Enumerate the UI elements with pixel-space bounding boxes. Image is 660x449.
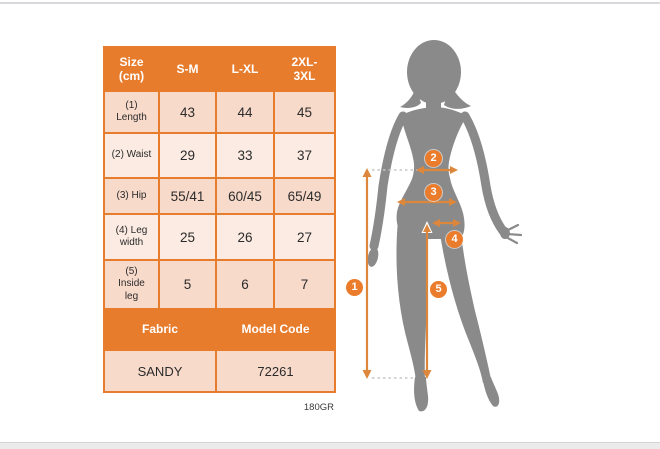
inside-leg-arrow — [421, 221, 433, 379]
hip-arrow — [397, 198, 457, 206]
length-arrow — [362, 168, 372, 379]
leg-width-l-xl: 26 — [215, 213, 275, 261]
measure-arrows — [362, 166, 461, 379]
table-row-hip: (3) Hip 55/41 60/45 65/49 — [103, 177, 336, 215]
table-header-row: Size (cm) S-M L-XL 2XL- 3XL — [103, 46, 336, 92]
measure-badge-4: 4 — [446, 231, 463, 248]
silhouette-svg — [362, 40, 523, 412]
row-label-inside-leg: (5) Inside leg — [103, 259, 160, 310]
length-l-xl: 44 — [215, 90, 275, 134]
waist-2xl-3xl: 37 — [273, 132, 336, 179]
table-row-length: (1) Length 43 44 45 — [103, 90, 336, 134]
hip-l-xl: 60/45 — [215, 177, 275, 215]
measure-badge-3: 3 — [425, 184, 442, 201]
table-row-waist: (2) Waist 29 33 37 — [103, 132, 336, 179]
hand-fingers — [504, 223, 523, 245]
waist-arrow — [416, 166, 458, 174]
woman-silhouette — [367, 40, 523, 412]
inside-leg-l-xl: 6 — [215, 259, 275, 310]
model-code-value: 72261 — [215, 349, 336, 393]
leg-width-s-m: 25 — [158, 213, 217, 261]
fabric-value: SANDY — [103, 349, 217, 393]
leg-width-arrow — [432, 219, 461, 227]
inside-leg-2xl-3xl: 7 — [273, 259, 336, 310]
waist-s-m: 29 — [158, 132, 217, 179]
inside-leg-s-m: 5 — [158, 259, 217, 310]
hip-s-m: 55/41 — [158, 177, 217, 215]
length-s-m: 43 — [158, 90, 217, 134]
leg-width-2xl-3xl: 27 — [273, 213, 336, 261]
fabric-header: Fabric — [103, 308, 217, 351]
col-header-size-cm: Size (cm) — [103, 46, 160, 92]
measure-badge-2: 2 — [425, 150, 442, 167]
measure-badge-5: 5 — [430, 281, 447, 298]
size-chart-table: Size (cm) S-M L-XL 2XL- 3XL (1) Length 4… — [103, 46, 336, 393]
row-label-leg-width: (4) Leg width — [103, 213, 160, 261]
waist-l-xl: 33 — [215, 132, 275, 179]
row-label-length: (1) Length — [103, 90, 160, 134]
bottom-border-line — [0, 442, 660, 449]
col-header-l-xl: L-XL — [215, 46, 275, 92]
table-row-leg-width: (4) Leg width 25 26 27 — [103, 213, 336, 261]
row-label-waist: (2) Waist — [103, 132, 160, 179]
measure-badge-1: 1 — [346, 279, 363, 296]
col-header-2xl-3xl: 2XL- 3XL — [273, 46, 336, 92]
measurement-diagram: 1 2 3 4 5 — [340, 20, 540, 449]
length-2xl-3xl: 45 — [273, 90, 336, 134]
info-header-row: Fabric Model Code — [103, 308, 336, 351]
row-label-hip: (3) Hip — [103, 177, 160, 215]
hip-2xl-3xl: 65/49 — [273, 177, 336, 215]
info-value-row: SANDY 72261 — [103, 349, 336, 393]
top-border-line — [0, 2, 660, 4]
table-row-inside-leg: (5) Inside leg 5 6 7 — [103, 259, 336, 310]
fabric-weight-note: 180GR — [303, 402, 334, 413]
model-code-header: Model Code — [215, 308, 336, 351]
col-header-s-m: S-M — [158, 46, 217, 92]
